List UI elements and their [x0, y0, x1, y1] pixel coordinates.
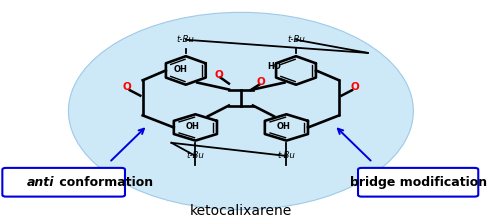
Text: anti: anti	[26, 176, 54, 189]
Text: t-Bu: t-Bu	[177, 35, 195, 44]
FancyBboxPatch shape	[358, 168, 478, 197]
Text: OH: OH	[277, 122, 291, 131]
Text: O: O	[214, 70, 223, 80]
Text: conformation: conformation	[55, 176, 153, 189]
Text: t-Bu: t-Bu	[278, 151, 295, 161]
Ellipse shape	[68, 12, 414, 210]
Text: t-Bu: t-Bu	[186, 151, 204, 161]
Text: ketocalixarene: ketocalixarene	[190, 204, 292, 218]
Text: OH: OH	[174, 65, 188, 74]
Text: OH: OH	[186, 122, 200, 131]
Text: O: O	[350, 82, 360, 92]
Text: O: O	[122, 82, 132, 92]
Text: O: O	[256, 77, 266, 87]
Text: HO: HO	[268, 61, 281, 71]
FancyBboxPatch shape	[2, 168, 125, 197]
Text: t-Bu: t-Bu	[287, 35, 305, 44]
Text: bridge modification: bridge modification	[350, 176, 486, 189]
